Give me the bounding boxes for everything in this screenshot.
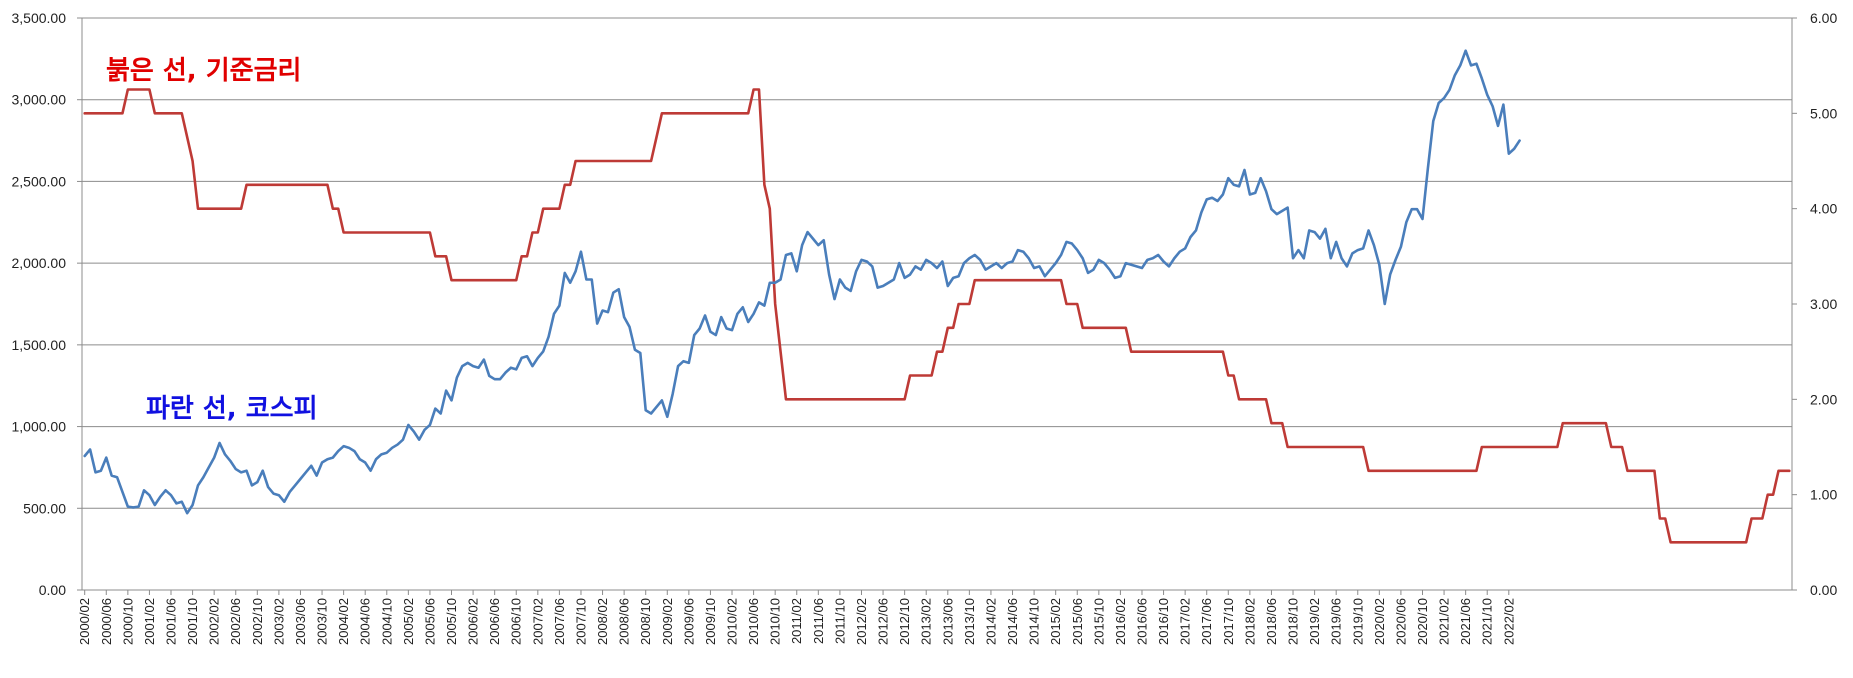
left-tick-label: 2,500.00 (12, 173, 67, 189)
right-tick-label: 0.00 (1810, 582, 1837, 598)
x-tick-label: 2005/10 (444, 598, 459, 645)
x-tick-label: 2015/10 (1091, 598, 1106, 645)
x-tick-label: 2003/02 (271, 598, 286, 645)
right-axis-ticks: 0.00 1.00 2.00 3.00 4.00 5.00 6.00 (1792, 10, 1837, 598)
left-tick-label: 1,000.00 (12, 419, 67, 435)
x-tick-label: 2017/10 (1221, 598, 1236, 645)
x-tick-label: 2002/02 (207, 598, 222, 645)
x-tick-label: 2010/02 (725, 598, 740, 645)
x-tick-label: 2006/10 (509, 598, 524, 645)
right-tick-label: 3.00 (1810, 296, 1837, 312)
x-tick-label: 2016/02 (1113, 598, 1128, 645)
x-tick-label: 2002/10 (250, 598, 265, 645)
x-tick-label: 2001/02 (142, 598, 157, 645)
x-tick-label: 2009/02 (660, 598, 675, 645)
left-tick-label: 0.00 (39, 582, 66, 598)
x-tick-label: 2014/10 (1027, 598, 1042, 645)
x-tick-label: 2020/02 (1372, 598, 1387, 645)
x-tick-label: 2008/06 (617, 598, 632, 645)
x-tick-label: 2022/02 (1501, 598, 1516, 645)
x-tick-label: 2010/10 (768, 598, 783, 645)
x-tick-label: 2002/06 (228, 598, 243, 645)
x-tick-label: 2000/02 (77, 598, 92, 645)
annotation-blue-line: 파란 선, 코스피 (146, 394, 318, 424)
x-tick-label: 2014/02 (983, 598, 998, 645)
right-tick-label: 1.00 (1810, 487, 1837, 503)
x-tick-label: 2010/06 (746, 598, 761, 645)
left-axis-ticks: 0.00 500.00 1,000.00 1,500.00 2,000.00 2,500.… (12, 10, 82, 598)
x-tick-label: 2009/06 (681, 598, 696, 645)
x-tick-label: 2011/06 (811, 598, 826, 644)
x-tick-label: 2014/06 (1005, 598, 1020, 645)
x-tick-label: 2005/02 (401, 598, 416, 645)
x-tick-label: 2009/10 (703, 598, 718, 645)
x-tick-label: 2017/06 (1199, 598, 1214, 645)
x-tick-label: 2006/06 (487, 598, 502, 645)
x-tick-label: 2013/06 (940, 598, 955, 645)
x-tick-label: 2007/02 (530, 598, 545, 645)
x-tick-label: 2013/02 (919, 598, 934, 645)
left-tick-label: 3,500.00 (12, 10, 67, 26)
x-axis-ticks: 2000/02 2000/06 2000/10 2001/02 2001/06 2001/… (77, 590, 1516, 645)
x-tick-label: 2008/02 (595, 598, 610, 645)
left-tick-label: 3,000.00 (12, 92, 67, 108)
x-tick-label: 2000/10 (120, 598, 135, 645)
x-tick-label: 2021/02 (1437, 598, 1452, 645)
annotation-red-line: 붉은 선, 기준금리 (106, 56, 301, 86)
x-tick-label: 2000/06 (99, 598, 114, 645)
x-tick-label: 2011/10 (832, 598, 847, 644)
x-tick-label: 2008/10 (638, 598, 653, 645)
x-tick-label: 2019/06 (1329, 598, 1344, 645)
series-line-base-rate (83, 88, 1791, 544)
x-tick-label: 2019/10 (1350, 598, 1365, 645)
x-tick-label: 2007/06 (552, 598, 567, 645)
x-tick-label: 2015/06 (1070, 598, 1085, 645)
x-tick-label: 2018/06 (1264, 598, 1279, 645)
x-tick-label: 2004/10 (379, 598, 394, 645)
x-tick-label: 2019/02 (1307, 598, 1322, 645)
x-tick-label: 2001/10 (185, 598, 200, 645)
x-tick-label: 2011/02 (789, 598, 804, 644)
x-tick-label: 2012/10 (897, 598, 912, 645)
x-tick-label: 2021/10 (1480, 598, 1495, 645)
x-tick-label: 2016/10 (1156, 598, 1171, 645)
x-tick-label: 2012/02 (854, 598, 869, 645)
x-tick-label: 2017/02 (1178, 598, 1193, 645)
left-tick-label: 1,500.00 (12, 337, 67, 353)
x-tick-label: 2004/02 (336, 598, 351, 645)
left-tick-label: 500.00 (23, 500, 66, 516)
gridlines (82, 17, 1792, 509)
right-tick-label: 2.00 (1810, 391, 1837, 407)
x-tick-label: 2013/10 (962, 598, 977, 645)
x-tick-label: 2015/02 (1048, 598, 1063, 645)
x-tick-label: 2012/06 (876, 598, 891, 645)
right-tick-label: 6.00 (1810, 10, 1837, 26)
x-tick-label: 2003/06 (293, 598, 308, 645)
x-tick-label: 2003/10 (315, 598, 330, 645)
right-tick-label: 4.00 (1810, 201, 1837, 217)
x-tick-label: 2020/10 (1415, 598, 1430, 645)
x-tick-label: 2005/06 (422, 598, 437, 645)
series-lines (83, 49, 1791, 544)
x-tick-label: 2016/06 (1134, 598, 1149, 645)
left-tick-label: 2,000.00 (12, 255, 67, 271)
x-tick-label: 2004/06 (358, 598, 373, 645)
x-tick-label: 2006/02 (466, 598, 481, 645)
x-tick-label: 2018/02 (1242, 598, 1257, 645)
series-line-kospi (83, 49, 1521, 515)
right-tick-label: 5.00 (1810, 105, 1837, 121)
x-tick-label: 2007/10 (573, 598, 588, 645)
x-tick-label: 2018/10 (1286, 598, 1301, 645)
x-tick-label: 2020/06 (1393, 598, 1408, 645)
x-tick-label: 2001/06 (164, 598, 179, 645)
x-tick-label: 2021/06 (1458, 598, 1473, 645)
